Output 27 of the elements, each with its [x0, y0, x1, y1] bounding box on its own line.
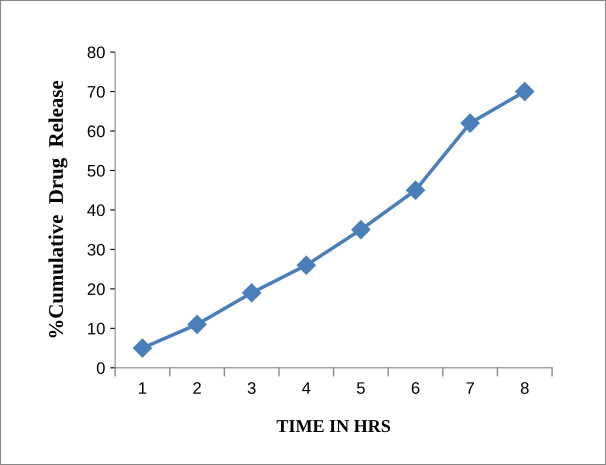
point — [351, 220, 370, 240]
y-tick-label: 20 — [88, 283, 105, 296]
point — [296, 256, 316, 275]
x-tick-label: 6 — [412, 382, 420, 394]
x-tick-label: 3 — [248, 382, 256, 394]
y-tick-label: 60 — [88, 125, 105, 138]
x-tick-label: 4 — [302, 382, 310, 394]
y-tick-label: 70 — [88, 86, 105, 98]
point — [132, 338, 152, 358]
x-tick-label: 7 — [466, 382, 474, 394]
y-tick-label: 50 — [88, 164, 105, 177]
y-tick-label: 0 — [96, 362, 105, 374]
x-tick-label: 8 — [520, 382, 529, 394]
y-tick-label: 30 — [88, 244, 105, 256]
point — [242, 283, 262, 302]
point — [406, 180, 426, 200]
y-axis-title: %Cumulative Drug Release — [48, 80, 68, 338]
x-axis-title: TIME IN HRS — [276, 420, 390, 432]
x-tick-label: 1 — [139, 382, 146, 394]
y-tick-label: 80 — [88, 46, 105, 58]
x-tick-label: 5 — [356, 382, 365, 394]
y-tick-label: 40 — [87, 204, 105, 216]
point — [460, 114, 480, 133]
point — [515, 82, 534, 102]
y-tick-label: 10 — [88, 322, 105, 335]
x-tick-label: 2 — [193, 382, 201, 394]
point — [188, 314, 207, 334]
